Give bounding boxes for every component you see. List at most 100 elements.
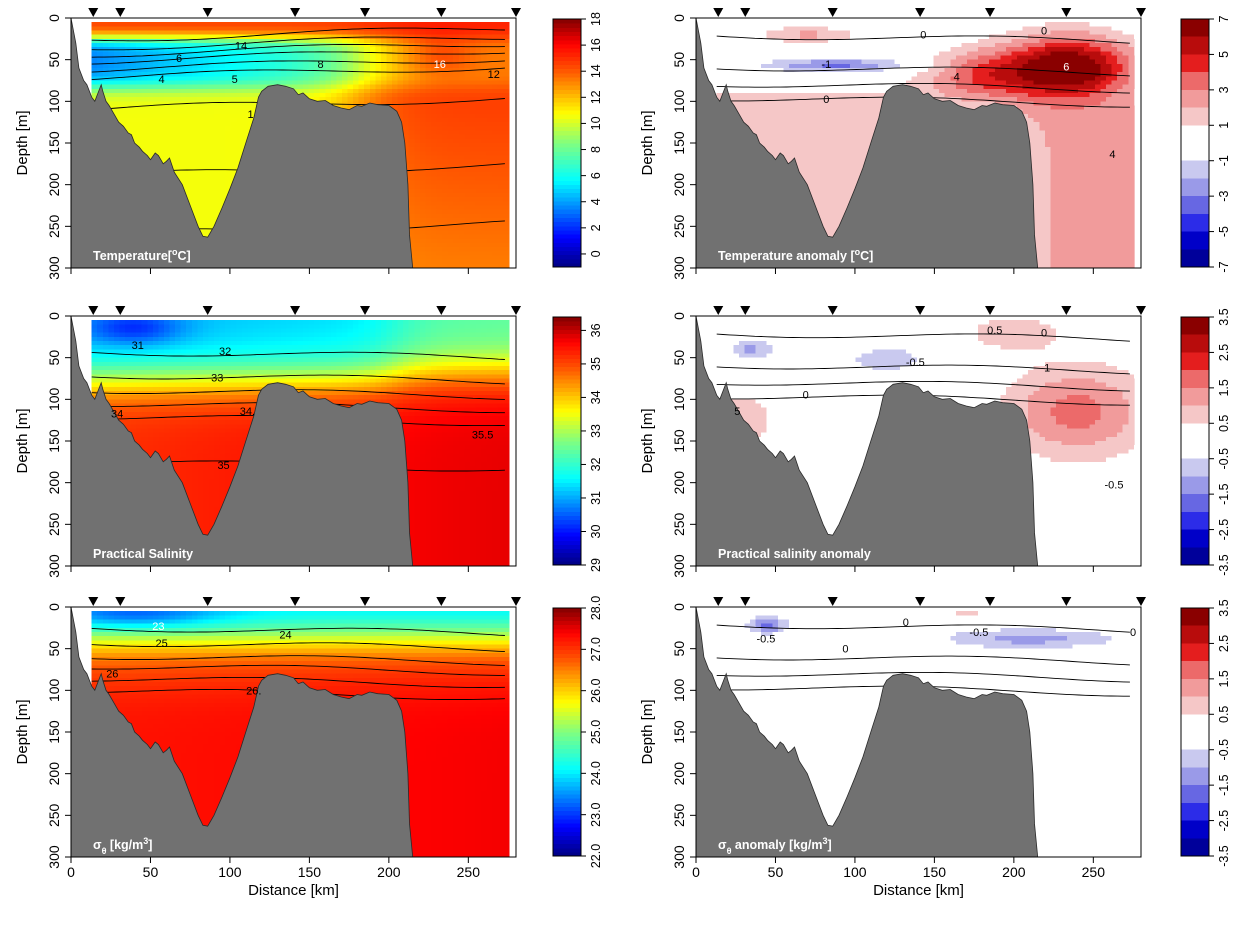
- y-tick-label: 50: [671, 52, 687, 68]
- station-marker: [740, 8, 751, 17]
- colorbar-tick-label: 16: [589, 38, 603, 52]
- colorbar-tick-label: 8: [589, 146, 603, 153]
- contour-label: 31: [132, 340, 144, 352]
- y-tick-label: 0: [46, 312, 62, 320]
- station-marker: [827, 306, 838, 315]
- contour-label: 35: [217, 460, 229, 472]
- colorbar-tick-label: 3.5: [1217, 308, 1231, 325]
- y-tick-label: 300: [46, 256, 62, 280]
- colorbar: 7 5 3 1 -1 -3 -5 -7: [1180, 15, 1231, 273]
- y-tick-label: 300: [46, 554, 62, 578]
- x-tick-label: 50: [143, 864, 159, 880]
- station-marker: [88, 8, 99, 17]
- station-marker: [290, 597, 301, 606]
- station-marker: [115, 306, 126, 315]
- station-marker: [436, 597, 447, 606]
- contour-label: 24: [279, 630, 291, 642]
- station-marker: [511, 306, 521, 315]
- panel-salinity-anomaly: 0.5 0 -0.5 0 1 5 -0.5 0 50 100 150 200 250 300 Depth […: [639, 306, 1231, 578]
- colorbar-tick-label: 30: [589, 524, 603, 538]
- x-tick-label: 100: [218, 864, 242, 880]
- colorbar-tick-label: 24.0: [589, 761, 603, 785]
- colorbar-tick-label: 10: [589, 116, 603, 130]
- y-tick-label: 200: [671, 173, 687, 197]
- panel-temperature-anomaly: 0 0 -1 4 6 0 4 0 50 100 150 200 250 300 Depth [m] Tempe…: [639, 8, 1231, 280]
- colorbar-tick-label: 25.0: [589, 720, 603, 744]
- colorbar-tick-label: 6: [589, 172, 603, 179]
- seafloor-bathymetry: [71, 18, 414, 268]
- station-marker: [436, 306, 447, 315]
- contour-label: 0: [823, 94, 829, 106]
- contour-label: 0: [1041, 26, 1047, 38]
- contour-label: 34.: [240, 406, 255, 418]
- y-tick-label: 150: [671, 429, 687, 453]
- contour-label: 4: [159, 74, 165, 86]
- colorbar-tick-label: 29: [589, 558, 603, 572]
- station-marker: [827, 597, 838, 606]
- panel-salinity: 31 32 33 34 34. 35 35.5 0 50 100 150 200 250 300 Depth…: [14, 306, 603, 578]
- y-tick-label: 0: [671, 14, 687, 22]
- colorbar-tick-label: 26.0: [589, 678, 603, 702]
- colorbar-tick-label: 22.0: [589, 844, 603, 868]
- panel-label: Temperature[oC]: [93, 247, 191, 263]
- contour-lines: [91, 627, 505, 700]
- y-tick-label: 300: [671, 256, 687, 280]
- contour-label: 8: [317, 59, 323, 71]
- station-marker: [202, 597, 213, 606]
- contour-label: 5: [734, 406, 740, 418]
- contour-label: 4: [1109, 149, 1115, 161]
- contour-label: 0: [1130, 627, 1136, 639]
- colorbar-tick-label: -1.5: [1217, 774, 1231, 796]
- panel-label: Temperature anomaly [oC]: [718, 247, 873, 263]
- colorbar-tick-label: 12: [589, 90, 603, 104]
- station-marker: [1061, 597, 1072, 606]
- panel-label: Practical Salinity: [93, 547, 193, 561]
- contour-label: 35.5: [472, 429, 493, 441]
- y-tick-label: 150: [46, 429, 62, 453]
- y-tick-label: 250: [671, 214, 687, 238]
- y-tick-label: 300: [671, 554, 687, 578]
- y-tick-label: 100: [671, 387, 687, 411]
- station-marker: [360, 306, 371, 315]
- station-marker: [360, 597, 371, 606]
- station-marker: [202, 8, 213, 17]
- y-tick-label: 150: [671, 131, 687, 155]
- y-tick-label: 300: [46, 845, 62, 869]
- colorbar-tick-label: -2.5: [1217, 519, 1231, 541]
- seafloor-bathymetry: [696, 607, 1039, 857]
- contour-label: 0: [1041, 328, 1047, 340]
- station-marker: [290, 306, 301, 315]
- contour-label: 0: [842, 644, 848, 656]
- contour-label: 6: [1063, 61, 1069, 73]
- contour-label: -0.5: [969, 627, 988, 639]
- colorbar-tick-label: -3: [1217, 191, 1231, 202]
- contour-label: 0: [803, 389, 809, 401]
- station-marker: [985, 306, 996, 315]
- y-tick-label: 0: [671, 603, 687, 611]
- seafloor-bathymetry: [71, 607, 414, 857]
- station-marker: [740, 597, 751, 606]
- contour-label: 32: [219, 346, 231, 358]
- station-marker: [713, 306, 724, 315]
- y-tick-label: 100: [671, 678, 687, 702]
- colorbar: 22.0 23.0 24.0 25.0 26.0 27.0 28.0: [552, 596, 603, 868]
- colorbar: 3.5 2.5 1.5 0.5 -0.5 -1.5 -2.5 -3.5: [1180, 308, 1231, 576]
- station-marker: [713, 8, 724, 17]
- colorbar-tick-label: 7: [1217, 15, 1231, 22]
- station-marker: [915, 306, 926, 315]
- y-tick-label: 50: [46, 52, 62, 68]
- station-marker: [915, 597, 926, 606]
- station-marker: [827, 8, 838, 17]
- y-tick-label: 100: [46, 678, 62, 702]
- contour-label: 1: [248, 109, 254, 121]
- colorbar-tick-label: 1: [1217, 122, 1231, 129]
- x-axis-title: Distance [km]: [873, 882, 964, 899]
- panel-label: σθ [kg/m3]: [93, 836, 152, 856]
- x-tick-label: 150: [923, 864, 947, 880]
- contour-label: 26: [106, 669, 118, 681]
- y-tick-label: 150: [671, 720, 687, 744]
- contour-label: 5: [232, 74, 238, 86]
- station-marker: [511, 597, 521, 606]
- y-axis-title: Depth [m]: [14, 110, 31, 175]
- x-tick-label: 50: [768, 864, 784, 880]
